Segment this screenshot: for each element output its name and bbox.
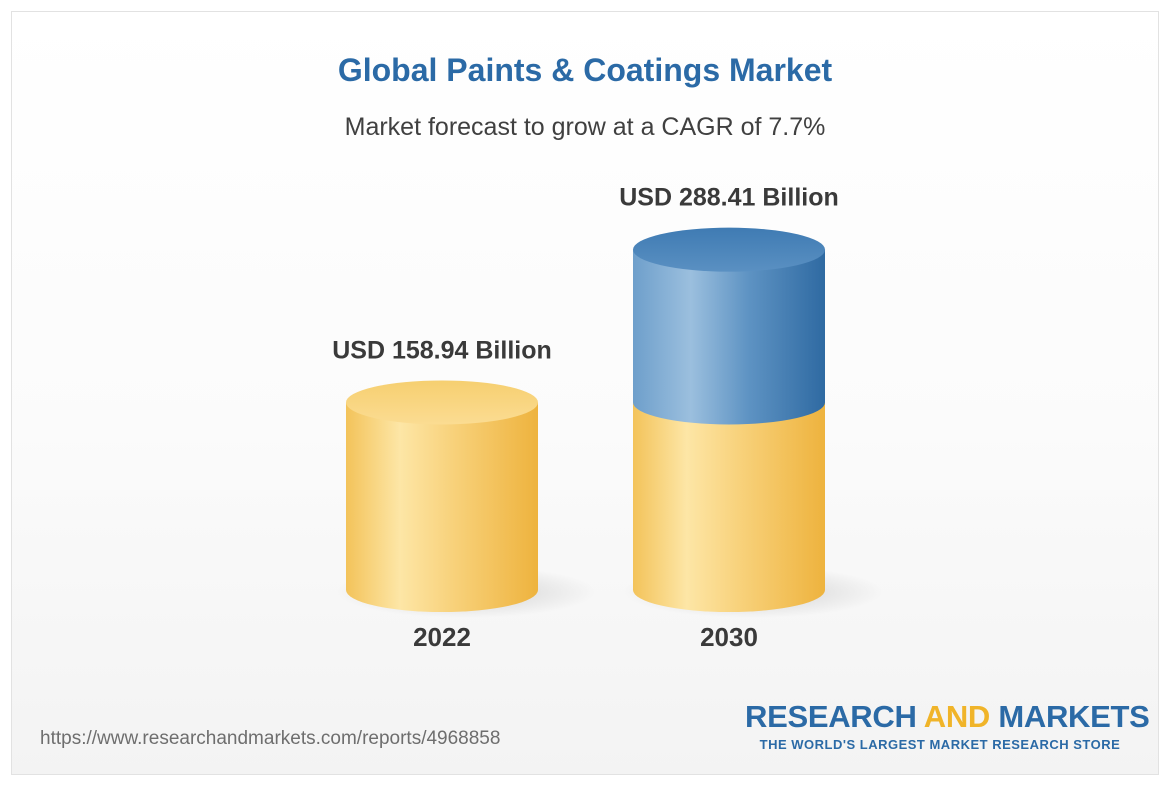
brand-logo: RESEARCH AND MARKETS THE WORLD'S LARGEST…: [745, 699, 1150, 753]
bar-2030-base-body: [633, 402, 825, 612]
category-label-2022: 2022: [413, 622, 471, 652]
brand-word-3: MARKETS: [998, 699, 1150, 734]
bar-2030-growth: [633, 249, 825, 425]
chart-card: [11, 11, 1159, 775]
brand-name: RESEARCH AND MARKETS: [745, 699, 1150, 734]
bar-2022-top: [346, 380, 538, 425]
bar-2030-top: [633, 227, 825, 272]
chart-title: Global Paints & Coatings Market: [337, 52, 833, 88]
source-url: https://www.researchandmarkets.com/repor…: [40, 728, 501, 749]
value-label-2030: USD 288.41 Billion: [619, 184, 839, 212]
brand-word-2: AND: [923, 699, 991, 734]
brand-word-1: RESEARCH: [745, 699, 917, 734]
chart-subtitle: Market forecast to grow at a CAGR of 7.7…: [344, 113, 826, 141]
brand-tagline: THE WORLD'S LARGEST MARKET RESEARCH STOR…: [759, 737, 1121, 752]
category-label-2030: 2030: [700, 622, 758, 652]
value-label-2022: USD 158.94 Billion: [332, 336, 552, 364]
bar-2022-body: [346, 402, 538, 612]
